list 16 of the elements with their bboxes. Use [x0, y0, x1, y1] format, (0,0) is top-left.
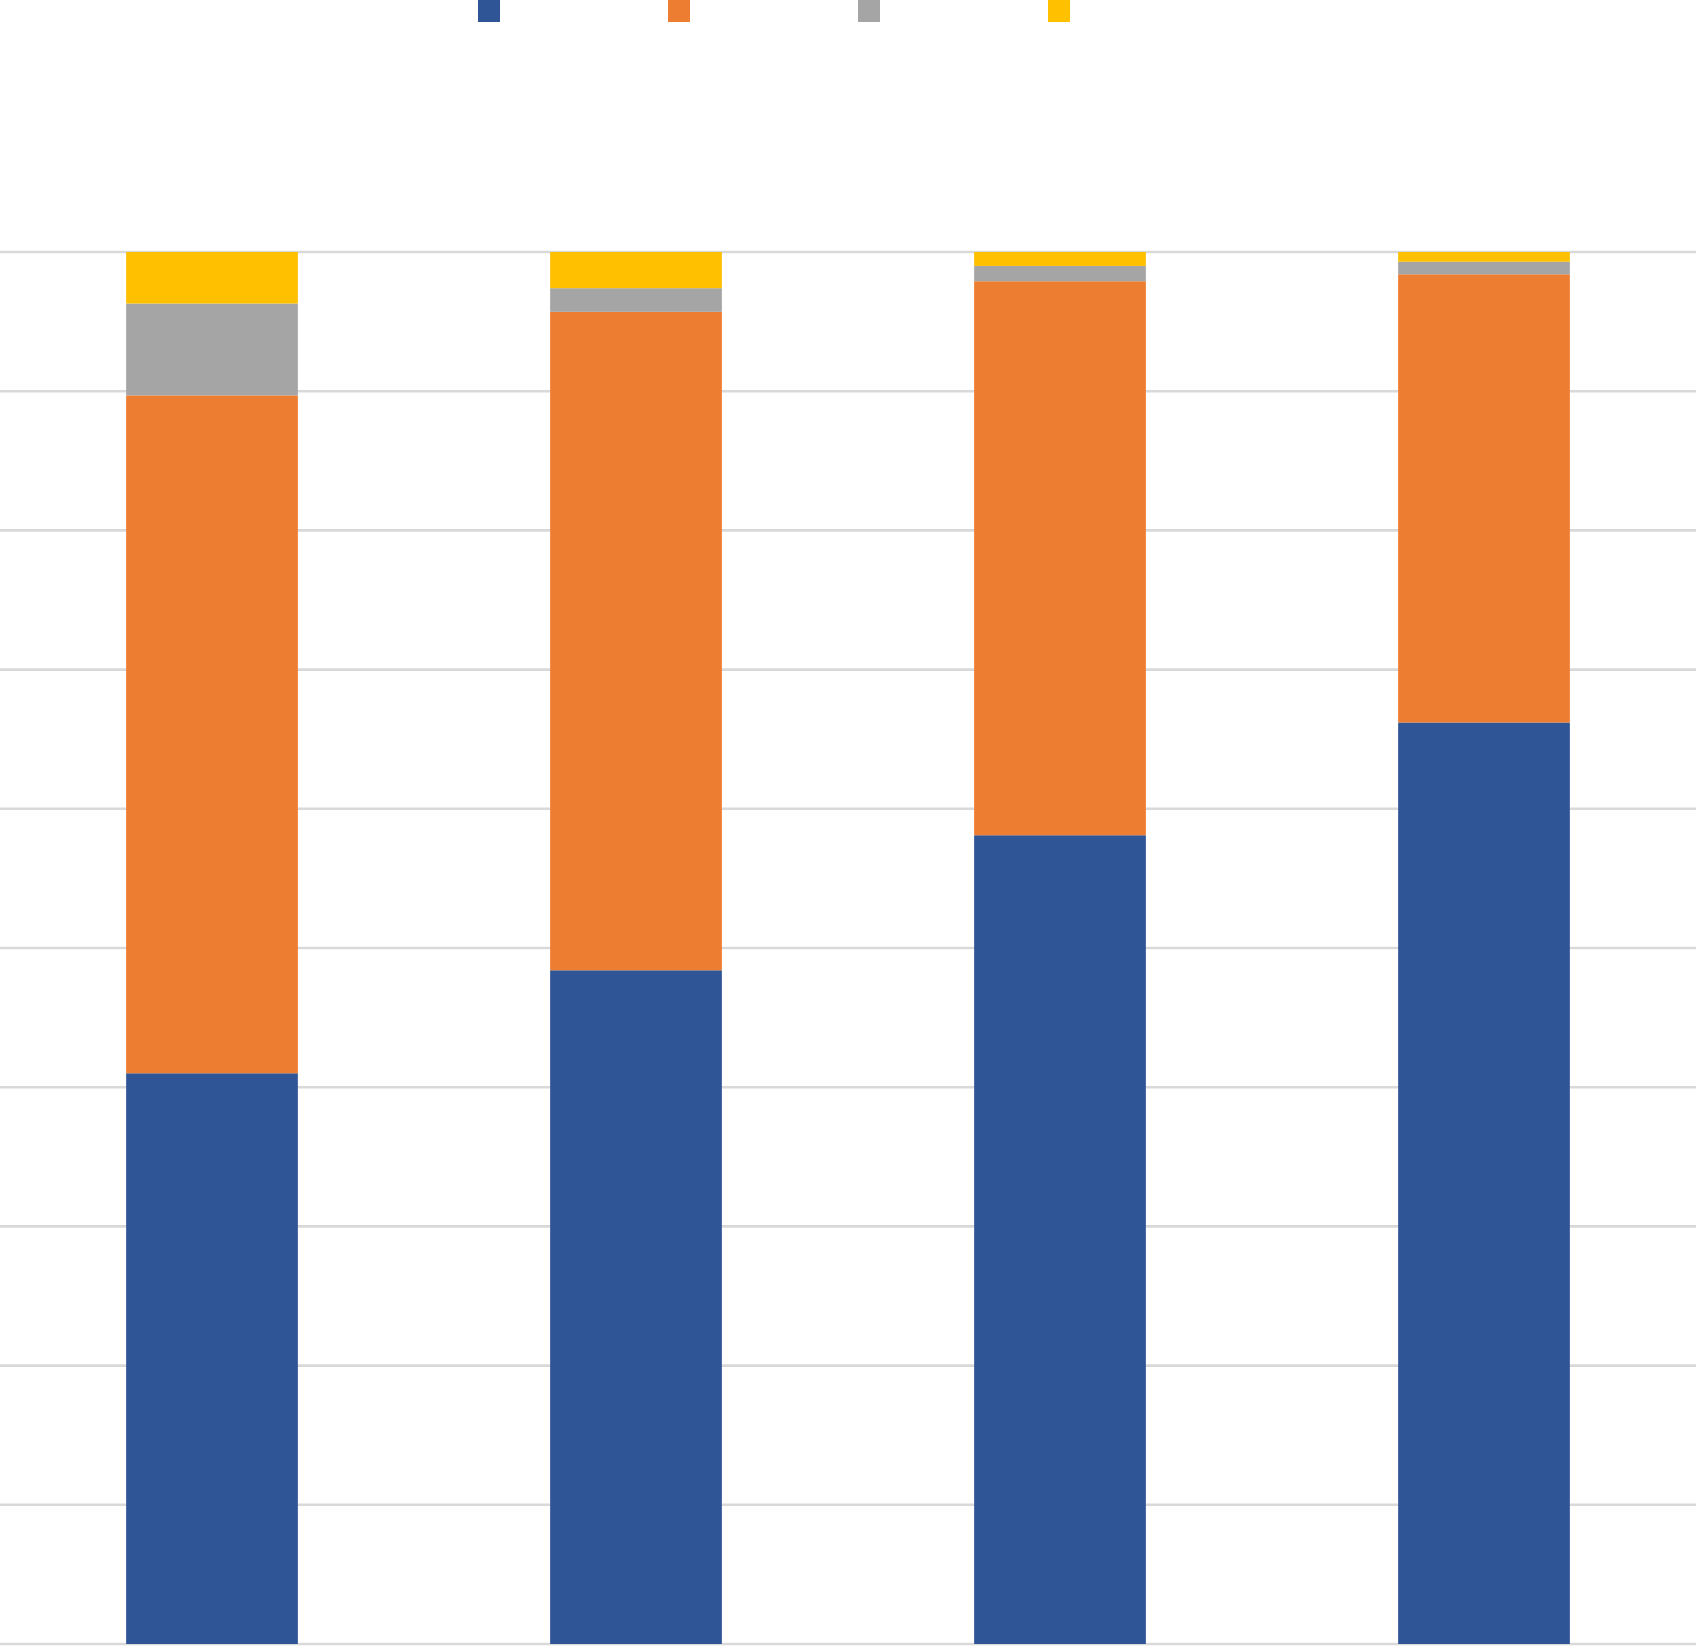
bar	[550, 970, 722, 1644]
bar	[1398, 722, 1570, 1644]
bar	[1398, 261, 1570, 275]
bar	[974, 252, 1146, 266]
bar	[550, 311, 722, 971]
bar	[974, 281, 1146, 836]
bar	[126, 252, 298, 304]
bar	[974, 835, 1146, 1644]
bar	[974, 265, 1146, 282]
bar	[126, 395, 298, 1074]
bar	[550, 252, 722, 289]
bar	[126, 303, 298, 396]
bar	[1398, 274, 1570, 723]
bar	[1398, 252, 1570, 262]
bar	[550, 288, 722, 312]
bar	[126, 1073, 298, 1644]
